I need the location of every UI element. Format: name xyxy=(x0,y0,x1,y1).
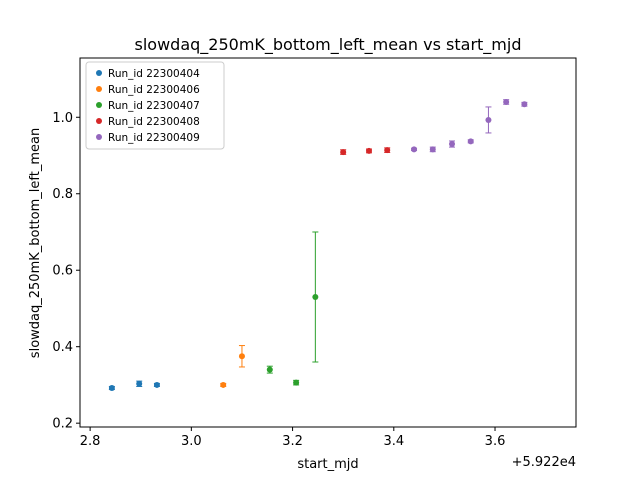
data-point xyxy=(266,366,273,373)
y-axis-label: slowdaq_250mK_bottom_left_mean xyxy=(28,128,43,358)
legend-label: Run_id 22300409 xyxy=(108,132,200,144)
series-3 xyxy=(266,231,319,386)
y-tick-label: 0.4 xyxy=(52,340,73,355)
series-5 xyxy=(411,98,528,153)
legend-item: Run_id 22300409 xyxy=(96,132,200,144)
x-axis-ticks: 2.8 3.0 3.2 3.4 3.6 xyxy=(80,427,506,449)
legend-label: Run_id 22300408 xyxy=(108,116,200,128)
x-tick-label: 2.8 xyxy=(80,434,101,449)
legend-label: Run_id 22300406 xyxy=(108,84,200,96)
series-layer xyxy=(108,98,528,391)
data-point xyxy=(238,353,245,360)
legend-marker xyxy=(96,70,102,76)
y-tick-label: 0.2 xyxy=(52,417,73,432)
data-point xyxy=(293,379,300,386)
legend-label: Run_id 22300404 xyxy=(108,68,200,80)
data-point xyxy=(485,116,492,123)
legend-marker xyxy=(96,102,102,108)
data-point xyxy=(503,98,510,105)
series-4 xyxy=(340,147,391,156)
legend-marker xyxy=(96,118,102,124)
legend-marker xyxy=(96,134,102,140)
plot-area: 2.8 3.0 3.2 3.4 3.6 0.2 0.4 0.6 0.8 1.0 xyxy=(52,57,577,449)
plot-frame xyxy=(79,57,577,428)
legend-item: Run_id 22300407 xyxy=(96,100,200,112)
x-axis-label: start_mjd xyxy=(297,457,358,472)
y-tick-label: 0.8 xyxy=(52,187,73,202)
data-point xyxy=(220,381,227,388)
data-point xyxy=(153,381,160,388)
legend-label: Run_id 22300407 xyxy=(108,100,200,112)
data-point xyxy=(365,147,372,154)
x-tick-label: 3.6 xyxy=(485,434,506,449)
data-point xyxy=(136,380,143,387)
legend: Run_id 22300404 Run_id 22300406 Run_id 223… xyxy=(85,61,225,150)
y-axis-ticks: 0.2 0.4 0.6 0.8 1.0 xyxy=(52,111,80,432)
legend-box xyxy=(85,61,225,150)
legend-marker xyxy=(96,86,102,92)
x-tick-label: 3.0 xyxy=(181,434,202,449)
x-axis-offset-label: +5.922e4 xyxy=(512,455,576,470)
legend-item: Run_id 22300406 xyxy=(96,84,200,96)
y-tick-label: 1.0 xyxy=(52,111,73,126)
series-1 xyxy=(108,380,160,391)
x-tick-label: 3.2 xyxy=(282,434,303,449)
data-point xyxy=(108,384,115,391)
chart-title: slowdaq_250mK_bottom_left_mean vs start_… xyxy=(135,35,522,55)
series-2 xyxy=(220,345,245,388)
legend-item: Run_id 22300408 xyxy=(96,116,200,128)
data-point xyxy=(467,138,474,145)
data-point xyxy=(312,293,319,300)
x-tick-label: 3.4 xyxy=(383,434,404,449)
data-point xyxy=(449,141,455,148)
legend-items: Run_id 22300404 Run_id 22300406 Run_id 223… xyxy=(96,68,200,144)
data-point xyxy=(340,149,347,156)
y-tick-label: 0.6 xyxy=(52,264,73,279)
data-point xyxy=(411,146,418,153)
legend-item: Run_id 22300404 xyxy=(96,68,200,80)
data-point xyxy=(429,146,436,153)
data-point xyxy=(521,101,528,108)
data-point xyxy=(384,147,391,154)
